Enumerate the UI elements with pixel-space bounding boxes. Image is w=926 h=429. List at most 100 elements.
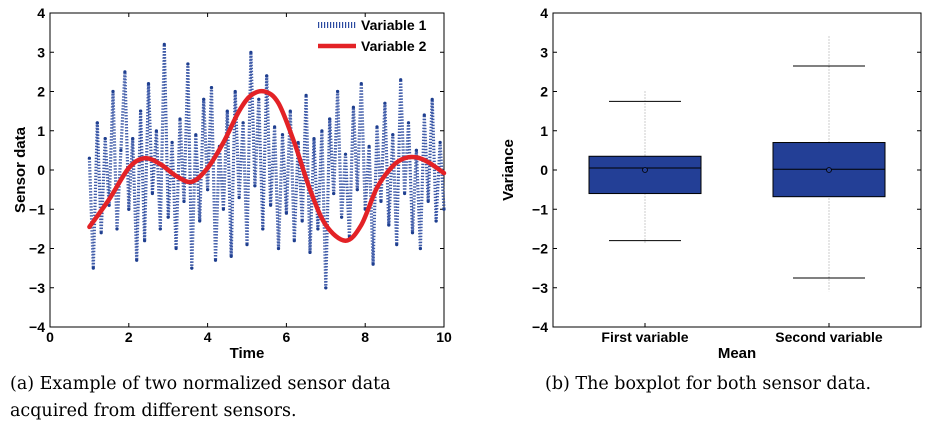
variable-1-point	[292, 239, 296, 243]
variable-1-point	[438, 140, 442, 145]
variable-1-point	[414, 148, 418, 152]
variable-1-point	[257, 97, 261, 101]
variable-1-point	[383, 101, 387, 105]
variable-1-point	[237, 195, 241, 200]
y-tick-label: −3	[29, 280, 45, 296]
variable-1-point	[312, 137, 316, 141]
variable-1-point	[343, 152, 348, 156]
y-tick-label: 1	[540, 123, 548, 139]
variable-1-point	[269, 203, 273, 207]
variable-1-point	[146, 82, 151, 86]
variable-1-point	[410, 231, 415, 235]
variable-1-point	[355, 188, 359, 192]
variable-1-point	[273, 125, 277, 129]
plot-b-boxes	[588, 36, 886, 292]
category-label: Second variable	[775, 329, 883, 345]
variable-1-point	[182, 199, 186, 203]
y-tick-label: 4	[37, 5, 45, 21]
y-tick-label: −1	[532, 201, 548, 217]
plot-b-ylabel: Variance	[500, 139, 517, 201]
y-tick-label: 3	[37, 44, 45, 60]
variable-1-point	[336, 89, 340, 94]
y-tick-label: 4	[540, 5, 548, 21]
variable-1-point	[328, 117, 332, 121]
variable-1-point	[422, 113, 426, 117]
variable-1-point	[225, 109, 229, 113]
variable-1-point	[103, 137, 107, 141]
variable-1-point	[276, 246, 281, 251]
variable-1-point	[391, 133, 395, 137]
x-tick-label: 4	[204, 329, 212, 345]
variable-1-point	[143, 239, 147, 243]
variable-1-point	[280, 133, 285, 137]
x-tick-label: 2	[125, 329, 133, 345]
variable-1-point	[426, 199, 430, 203]
variable-1-point	[139, 109, 143, 113]
variable-1-point	[300, 219, 304, 223]
y-tick-label: 2	[37, 84, 45, 100]
plot-a-ticks: 0 2 4 6 8 10 −4 −3 −2 −1 0 1 2 3 4	[29, 5, 452, 345]
variable-1-point	[418, 246, 422, 251]
variable-1-point	[170, 140, 174, 145]
caption-a-line1: (a) Example of two normalized sensor dat…	[10, 374, 391, 394]
variable-1-point	[154, 129, 158, 133]
variable-1-point	[190, 266, 194, 270]
variable-1-point	[261, 227, 265, 231]
mean-marker	[642, 167, 648, 173]
plot-a-xlabel: Time	[230, 345, 265, 362]
variable-1-point	[194, 133, 198, 137]
x-tick-label: 6	[283, 329, 291, 345]
variable-1-point	[253, 184, 257, 188]
variable-1-point	[265, 74, 269, 78]
y-tick-label: −2	[532, 241, 548, 257]
variable-1-point	[304, 93, 308, 97]
caption-b-line1: (b) The boxplot for both sensor data.	[545, 374, 871, 394]
variable-1-point	[332, 191, 336, 196]
y-tick-label: −4	[532, 319, 548, 335]
variable-1-point	[430, 97, 434, 101]
line-chart: 0 2 4 6 8 10 −4 −3 −2 −1 0 1 2 3 4 Time Sensor data Va…	[12, 5, 452, 362]
plot-b-ticks: −4 −3 −2 −1 0 1 2 3 4 First variable Second variab…	[532, 5, 921, 345]
y-tick-label: 3	[540, 44, 548, 60]
variable-1-point	[158, 227, 162, 231]
variable-1-point	[131, 137, 135, 141]
variable-1-series	[87, 42, 446, 290]
variable-1-point	[233, 89, 237, 94]
y-tick-label: 1	[37, 123, 45, 139]
variable-1-point	[202, 97, 206, 101]
variable-1-point	[316, 227, 320, 231]
variable-1-point	[198, 219, 202, 223]
variable-1-point	[162, 42, 166, 47]
variable-1-point	[91, 266, 95, 270]
y-tick-label: −1	[29, 201, 45, 217]
variable-1-point	[320, 129, 324, 133]
plot-b-xlabel: Mean	[718, 345, 756, 362]
variable-1-point	[221, 207, 225, 211]
variable-1-point	[209, 86, 214, 90]
variable-1-point	[229, 254, 233, 258]
variable-1-point	[127, 207, 131, 211]
y-tick-label: 0	[540, 162, 548, 178]
variable-1-point	[150, 191, 154, 196]
y-tick-label: −3	[532, 280, 548, 296]
variable-1-point	[241, 121, 245, 125]
caption-a-line2: acquired from different sensors.	[10, 401, 297, 421]
legend-variable-2-label: Variable 2	[361, 38, 427, 54]
variable-1-point	[119, 148, 123, 152]
variable-1-point	[406, 121, 411, 125]
variable-1-point	[288, 109, 292, 113]
variable-1-point	[135, 258, 139, 262]
variable-1-point	[324, 286, 328, 290]
variable-1-point	[442, 207, 446, 211]
variable-1-point	[95, 121, 99, 125]
variable-1-point	[123, 70, 127, 74]
variable-1-point	[359, 82, 363, 86]
category-label: First variable	[601, 329, 688, 345]
variable-1-point	[186, 62, 190, 66]
variable-1-point	[111, 89, 115, 94]
variable-1-point	[245, 243, 249, 247]
variable-1-point	[340, 215, 344, 219]
variable-1-point	[351, 105, 355, 109]
variable-1-point	[296, 140, 300, 145]
